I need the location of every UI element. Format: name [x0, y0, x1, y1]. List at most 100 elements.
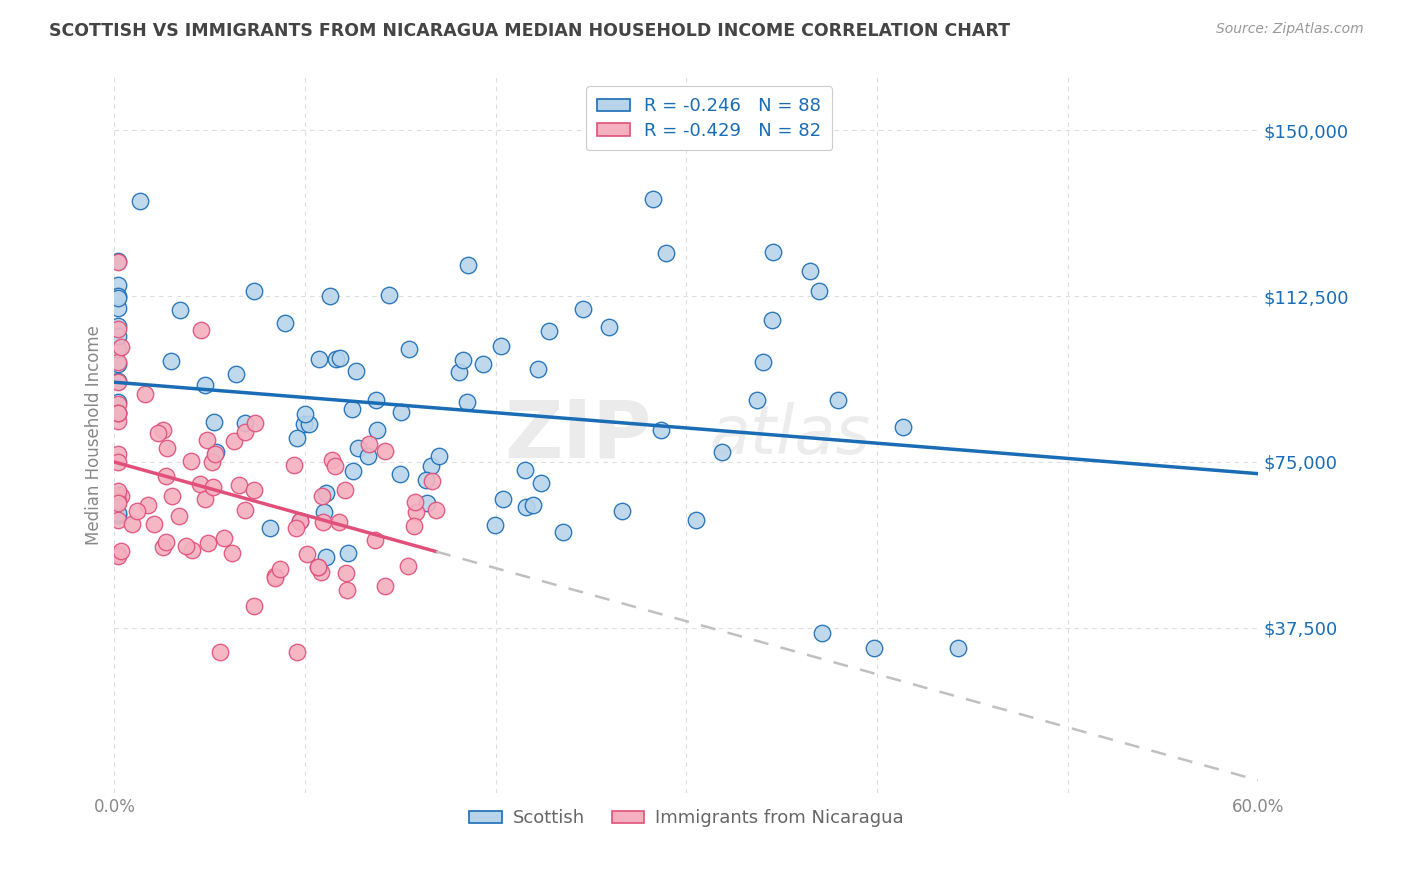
Point — [311, 489, 333, 503]
Point — [225, 367, 247, 381]
Point — [530, 475, 553, 490]
Point — [420, 474, 443, 488]
Point — [152, 423, 174, 437]
Point — [761, 312, 783, 326]
Point — [107, 375, 129, 389]
Point — [710, 444, 733, 458]
Point — [107, 488, 129, 502]
Point — [396, 559, 419, 574]
Point — [946, 640, 969, 655]
Point — [160, 353, 183, 368]
Point — [420, 459, 443, 474]
Point — [538, 324, 561, 338]
Point — [492, 492, 515, 507]
Point — [235, 417, 257, 431]
Point — [366, 423, 388, 437]
Point — [110, 489, 132, 503]
Point — [513, 463, 536, 477]
Point — [378, 287, 401, 301]
Point — [129, 194, 152, 208]
Point — [449, 365, 471, 379]
Point — [212, 532, 235, 546]
Point — [340, 401, 363, 416]
Point — [190, 323, 212, 337]
Point — [160, 489, 183, 503]
Point — [522, 499, 544, 513]
Point — [863, 640, 886, 655]
Point — [329, 351, 352, 365]
Point — [222, 434, 245, 448]
Point — [156, 442, 179, 456]
Point — [274, 317, 297, 331]
Point — [233, 503, 256, 517]
Text: ZIP: ZIP — [505, 396, 652, 475]
Point — [269, 562, 291, 576]
Point — [347, 442, 370, 456]
Text: Source: ZipAtlas.com: Source: ZipAtlas.com — [1216, 22, 1364, 37]
Point — [404, 519, 426, 533]
Point — [107, 484, 129, 499]
Point — [283, 458, 305, 472]
Point — [745, 392, 768, 407]
Point — [201, 480, 224, 494]
Point — [242, 483, 264, 497]
Point — [425, 503, 447, 517]
Point — [188, 477, 211, 491]
Point — [107, 447, 129, 461]
Point — [233, 425, 256, 439]
Point — [201, 455, 224, 469]
Point — [288, 514, 311, 528]
Point — [107, 291, 129, 305]
Point — [152, 540, 174, 554]
Point — [107, 358, 129, 372]
Point — [107, 288, 129, 302]
Point — [294, 417, 316, 431]
Point — [356, 449, 378, 463]
Point — [527, 362, 550, 376]
Point — [197, 535, 219, 549]
Point — [107, 394, 129, 409]
Point — [762, 245, 785, 260]
Point — [259, 521, 281, 535]
Point — [451, 353, 474, 368]
Point — [243, 599, 266, 613]
Point — [752, 355, 775, 369]
Point — [243, 284, 266, 298]
Point — [107, 508, 129, 522]
Point — [309, 565, 332, 579]
Point — [827, 393, 849, 408]
Point — [799, 264, 821, 278]
Point — [288, 514, 311, 528]
Point — [312, 515, 335, 529]
Point — [336, 546, 359, 560]
Point — [228, 478, 250, 492]
Point — [107, 254, 129, 268]
Point — [107, 329, 129, 343]
Point — [195, 433, 218, 447]
Point — [491, 338, 513, 352]
Point — [134, 387, 156, 401]
Legend: Scottish, Immigrants from Nicaragua: Scottish, Immigrants from Nicaragua — [463, 802, 911, 834]
Point — [389, 405, 412, 419]
Point — [641, 192, 664, 206]
Point — [155, 469, 177, 483]
Point — [107, 397, 129, 411]
Point — [136, 498, 159, 512]
Text: SCOTTISH VS IMMIGRANTS FROM NICARAGUA MEDIAN HOUSEHOLD INCOME CORRELATION CHART: SCOTTISH VS IMMIGRANTS FROM NICARAGUA ME… — [49, 22, 1010, 40]
Point — [650, 423, 672, 437]
Point — [389, 467, 412, 481]
Point — [107, 406, 129, 420]
Point — [221, 546, 243, 560]
Point — [107, 255, 129, 269]
Point — [263, 571, 285, 585]
Point — [110, 340, 132, 354]
Point — [176, 539, 198, 553]
Point — [263, 569, 285, 583]
Point — [107, 506, 129, 520]
Point — [180, 543, 202, 558]
Point — [333, 483, 356, 498]
Point — [107, 493, 129, 508]
Point — [205, 444, 228, 458]
Point — [415, 473, 437, 487]
Point — [323, 459, 346, 474]
